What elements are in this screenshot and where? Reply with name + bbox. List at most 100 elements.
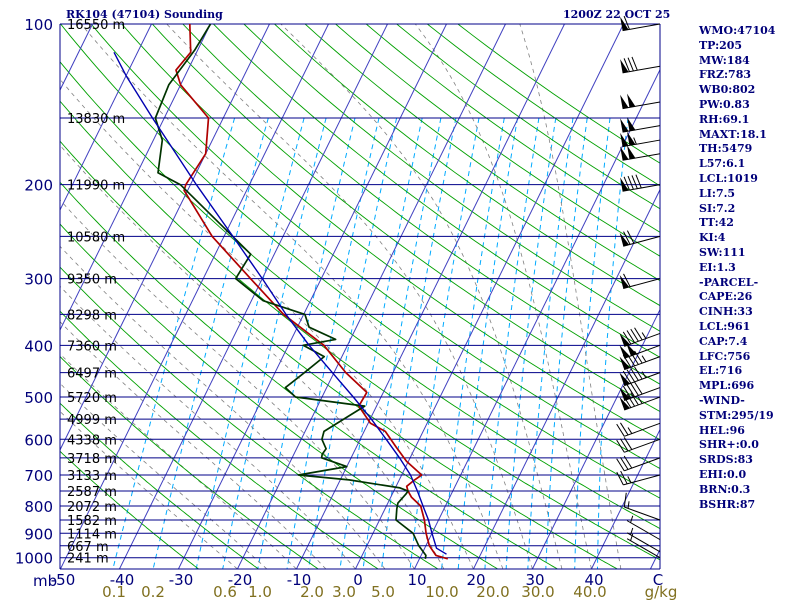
wind-barb-15: [616, 422, 661, 437]
sounding-indices-panel: WMO:47104 TP:205 MW:184 FRZ:783 WB0:802 PW:0.…: [699, 24, 799, 512]
moist-adiabat-4: [60, 285, 356, 569]
index-row-23: EL:716: [699, 364, 743, 378]
index-row-21: CAP:7.4: [699, 334, 748, 348]
dry-adiabat-13: [151, 24, 660, 413]
isotherms: [60, 24, 660, 569]
wind-barb-11: [619, 350, 661, 371]
moist-adiabat-1: [60, 382, 268, 569]
height-label-200: 11990 m: [67, 179, 125, 194]
temperature-label-30: 30: [525, 571, 544, 589]
temperature-label-20: 20: [466, 571, 485, 589]
moist-adiabat-0: [60, 410, 238, 569]
index-row-15: SW:111: [699, 245, 746, 259]
mixing-ratio-label-9: 30.0: [521, 583, 554, 600]
pressure-label-200: 200: [24, 177, 53, 195]
wind-barb-1: [620, 56, 661, 74]
index-row-10: LCL:1019: [699, 171, 758, 185]
mixing-ratio-label-5: 3.0: [332, 583, 356, 600]
index-row-17: -PARCEL-: [699, 275, 759, 289]
mixing-ratio-label-0: 0.1: [102, 583, 126, 600]
height-label-700: 3133 m: [67, 469, 117, 484]
index-row-18: CAPE:26: [699, 290, 753, 304]
profile-lines: [113, 24, 449, 560]
wind-barb-20: [626, 515, 661, 541]
pressure-label-900: 900: [24, 525, 53, 543]
isotherm-9: [60, 24, 211, 332]
isobars: [59, 23, 661, 570]
index-row-12: SI:7.2: [699, 201, 736, 215]
moist-adiabat-9: [80, 24, 504, 569]
dry-adiabat-15: [213, 24, 660, 358]
temperature-label--20: -20: [228, 571, 253, 589]
moist-adiabat-10: [166, 24, 533, 569]
height-label-900: 1114 m: [67, 527, 117, 542]
temperature-label-0: 0: [353, 571, 363, 589]
dry-adiabat-4: [60, 266, 439, 569]
pressure-label-1000: 1000: [15, 550, 53, 568]
wind-barb-14: [619, 392, 661, 411]
index-row-22: LFC:756: [699, 349, 751, 363]
index-row-31: BRN:0.3: [699, 482, 751, 496]
isotherm-14: [236, 24, 506, 569]
dry-adiabat-0: [60, 450, 199, 569]
pressure-label-500: 500: [24, 389, 53, 407]
wind-barb-3: [620, 117, 661, 133]
isotherm-11: [60, 24, 329, 569]
index-row-24: MPL:696: [699, 379, 755, 393]
isotherm-10: [60, 24, 270, 452]
index-row-26: STM:295/19: [699, 408, 774, 422]
index-row-0: WMO:47104: [699, 24, 776, 37]
dry-adiabat-6: [60, 181, 558, 569]
dry-adiabat-11: [90, 24, 660, 470]
wind-barb-4: [620, 131, 661, 148]
isotherm-8: [60, 24, 152, 212]
wind-barb-12: [619, 366, 661, 387]
wind-barb-9: [619, 327, 661, 347]
height-label-250: 10580 m: [67, 230, 125, 245]
isotherm-18: [472, 188, 660, 569]
wind-barb-22: [626, 533, 661, 559]
isotherm-12: [118, 24, 388, 569]
height-label-150: 13830 m: [67, 112, 125, 127]
pressure-label-400: 400: [24, 337, 53, 355]
moist-adiabat-5: [60, 245, 386, 569]
mixing-ratio-unit-label: g/kg: [645, 583, 678, 600]
isotherm-15: [295, 24, 565, 569]
temperature-label--50: -50: [51, 571, 76, 589]
pressure-label-700: 700: [24, 467, 53, 485]
index-row-5: PW:0.83: [699, 97, 750, 111]
mixing-ratio-label-7: 10.0: [425, 583, 458, 600]
height-label-750: 2587 m: [67, 485, 117, 500]
dry-adiabat-17: [274, 24, 660, 307]
index-row-29: SRDS:83: [699, 453, 753, 467]
chart-title-time: 1200Z 22 OCT 25: [563, 8, 671, 21]
height-label-1000: 241 m: [67, 552, 109, 567]
index-row-20: LCL:961: [699, 319, 751, 333]
index-row-13: TT:42: [699, 216, 734, 230]
dry-adiabat-16: [243, 24, 660, 332]
index-row-9: L57:6.1: [699, 157, 746, 171]
wind-barbs: [616, 15, 661, 559]
wind-barb-6: [620, 174, 661, 192]
dry-adiabat-2: [60, 355, 319, 569]
height-label-950: 667 m: [67, 540, 109, 555]
isotherm-17: [413, 68, 660, 569]
isotherm-20: [590, 428, 660, 569]
dry-adiabat-8: [60, 100, 660, 561]
index-row-8: TH:5479: [699, 142, 753, 156]
dewpoint-profile: [154, 24, 427, 559]
temperature-label-10: 10: [407, 571, 426, 589]
index-row-32: BSHR:87: [699, 497, 756, 511]
height-label-100: 16550 m: [67, 18, 125, 33]
index-row-6: RH:69.1: [699, 112, 750, 126]
mixing-ratio-label-4: 2.0: [300, 583, 324, 600]
mixing-ratio-label-2: 0.6: [213, 583, 237, 600]
index-row-14: KI:4: [699, 231, 726, 245]
wind-barb-17: [616, 455, 661, 472]
index-row-27: HEL:96: [699, 423, 745, 437]
temperature-label--10: -10: [287, 571, 312, 589]
dry-adiabat-14: [182, 24, 660, 385]
pressure-label-300: 300: [24, 271, 53, 289]
